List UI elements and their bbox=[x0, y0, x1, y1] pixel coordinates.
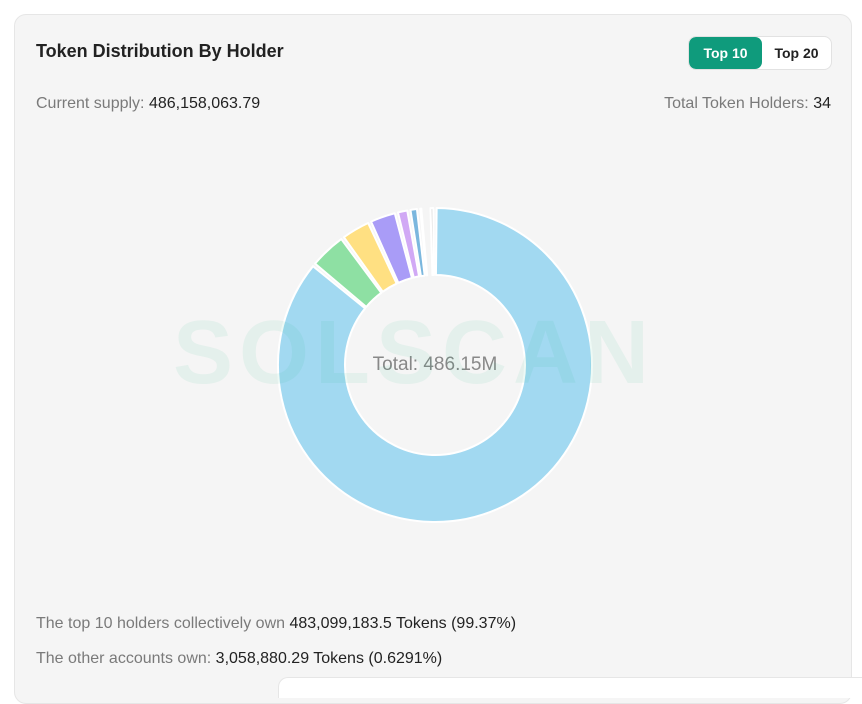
card-title: Token Distribution By Holder bbox=[36, 41, 284, 61]
current-supply-label: Current supply: bbox=[36, 95, 145, 112]
top-holders-summary: The top 10 holders collectively own 483,… bbox=[36, 615, 516, 633]
other-accounts-summary: The other accounts own: 3,058,880.29 Tok… bbox=[36, 650, 442, 668]
current-supply: Current supply: 486,158,063.79 bbox=[36, 95, 260, 113]
donut-slice-2[interactable] bbox=[314, 238, 383, 308]
top-holders-amount: 483,099,183.5 Tokens (99.37%) bbox=[289, 615, 517, 632]
solscan-watermark: SOLSCAN bbox=[173, 303, 656, 403]
distribution-chart: SOLSCAN Total: 486.15M bbox=[15, 15, 853, 615]
other-accounts-prefix: The other accounts own: bbox=[36, 650, 212, 667]
donut-slice-6[interactable] bbox=[409, 208, 426, 278]
total-holders-value: 34 bbox=[813, 95, 831, 112]
top-20-tab[interactable]: Top 20 bbox=[774, 45, 819, 61]
bottom-panel-edge bbox=[278, 677, 862, 698]
donut-total-label: Total: 486.15M bbox=[373, 354, 498, 375]
donut-slice-11[interactable] bbox=[429, 207, 436, 277]
donut-chart-svg: Total: 486.15M bbox=[277, 207, 593, 523]
donut-slice-4[interactable] bbox=[370, 212, 413, 284]
total-holders-label: Total Token Holders: bbox=[664, 95, 809, 112]
total-token-holders: Total Token Holders: 34 bbox=[664, 95, 831, 113]
other-accounts-amount: 3,058,880.29 Tokens (0.6291%) bbox=[215, 650, 443, 667]
current-supply-value: 486,158,063.79 bbox=[148, 95, 261, 112]
donut-slice-5[interactable] bbox=[396, 209, 421, 279]
donut-slice-7[interactable] bbox=[419, 207, 429, 277]
top-holders-toggle: Top 10 Top 20 bbox=[688, 36, 832, 70]
top-holders-prefix: The top 10 holders collectively own bbox=[36, 615, 286, 632]
donut-slice-3[interactable] bbox=[342, 221, 398, 293]
donut-slice-1[interactable] bbox=[277, 207, 593, 523]
donut-slices bbox=[277, 207, 593, 523]
token-distribution-card: Token Distribution By Holder Top 10 Top … bbox=[14, 14, 852, 704]
top-10-tab[interactable]: Top 10 bbox=[689, 37, 762, 69]
